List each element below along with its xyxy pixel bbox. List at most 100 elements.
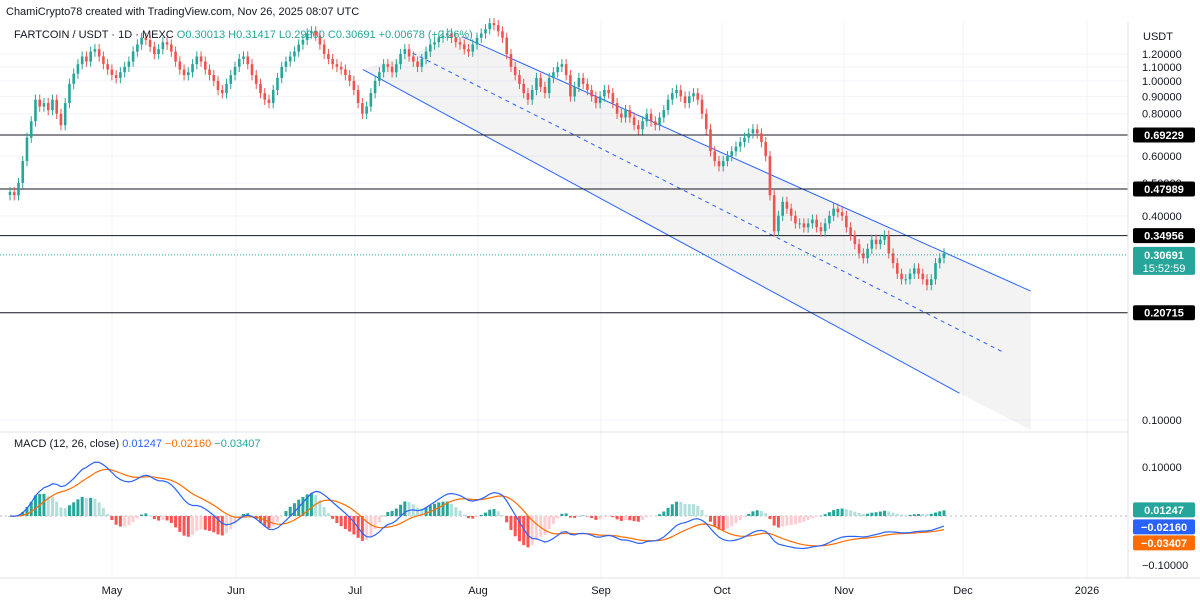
- candle-body: [743, 137, 746, 143]
- candle-body: [751, 129, 755, 134]
- histogram-bar: [679, 501, 683, 516]
- histogram-bar: [615, 516, 619, 520]
- histogram-bar: [713, 516, 717, 527]
- price-tick-label: 0.80000: [1142, 109, 1182, 121]
- candle-body: [178, 61, 182, 70]
- histogram-bar: [560, 513, 564, 516]
- histogram-bar: [424, 507, 428, 516]
- candle-body: [598, 96, 602, 104]
- candle-body: [658, 117, 661, 126]
- candle-body: [339, 66, 343, 70]
- histogram-bar: [492, 509, 496, 516]
- candle-body: [429, 44, 432, 52]
- candle-body: [267, 99, 271, 104]
- time-axis[interactable]: May Jun Jul Aug Sep Oct Nov Dec 2026: [0, 577, 1200, 597]
- histogram-bar: [734, 516, 738, 524]
- candle-body: [785, 201, 789, 209]
- candle-body: [645, 113, 649, 122]
- candle-body: [934, 263, 937, 280]
- candle-body: [356, 89, 360, 104]
- candle-body: [361, 103, 364, 114]
- macd-legend[interactable]: MACD (12, 26, close) 0.01247 −0.02160 −0…: [14, 438, 260, 450]
- candle-body: [55, 99, 58, 114]
- symbol-line[interactable]: FARTCOIN / USDT · 1D · MEXC O0.30013 H0.…: [14, 29, 473, 41]
- candle-body: [21, 161, 25, 183]
- histogram-bar: [195, 516, 199, 531]
- histogram-bar: [462, 514, 466, 516]
- histogram-bar: [594, 516, 598, 520]
- histogram-bar: [590, 516, 594, 518]
- candle-body: [420, 58, 424, 67]
- candle-body: [547, 77, 551, 94]
- symbol-name[interactable]: FARTCOIN / USDT · 1D · MEXC: [14, 29, 174, 41]
- candle-body: [191, 64, 194, 73]
- histogram-bar: [870, 512, 874, 516]
- candle-body: [683, 96, 687, 104]
- candle-body: [131, 51, 135, 62]
- candle-body: [403, 49, 407, 54]
- signal-line-tag-bg: [1133, 535, 1195, 551]
- macd-line: [9, 461, 945, 550]
- candle-body: [692, 93, 695, 97]
- candle-body: [441, 35, 445, 38]
- candle-body: [271, 89, 275, 104]
- histogram-bar: [59, 507, 63, 516]
- histogram-bar: [700, 509, 704, 516]
- signal-line: [9, 468, 945, 547]
- histogram-bar: [772, 516, 776, 526]
- histogram-bar: [543, 516, 547, 536]
- currency-unit[interactable]: USDT: [1143, 31, 1173, 43]
- histogram-bar: [89, 497, 93, 516]
- candle-body: [127, 61, 131, 67]
- histogram-bar: [645, 516, 649, 518]
- candle-body: [318, 35, 322, 45]
- histogram-bar: [649, 516, 653, 517]
- histogram-bar: [556, 516, 560, 519]
- candle-body: [713, 151, 717, 162]
- price-tick-label: 1.20000: [1142, 49, 1182, 61]
- histogram-bar: [934, 512, 938, 516]
- histogram-bar: [46, 496, 50, 516]
- candle-body: [560, 64, 564, 67]
- candle-body: [662, 110, 666, 118]
- histogram-bar: [895, 513, 899, 516]
- candle-body: [628, 110, 632, 118]
- candle-body: [199, 56, 203, 62]
- macd-value: 0.01247: [122, 438, 162, 450]
- last-price-text: 0.30691: [1144, 250, 1184, 262]
- histogram-bar: [921, 513, 925, 516]
- histogram-bar: [793, 516, 797, 525]
- candle-body: [607, 89, 610, 94]
- candle-body: [17, 182, 20, 196]
- histogram-bar: [658, 514, 662, 516]
- candle-body: [866, 248, 869, 259]
- candle-body: [288, 56, 292, 62]
- candle-body: [929, 279, 933, 286]
- time-tick-label: Jun: [227, 585, 245, 597]
- candle-body: [509, 54, 513, 67]
- candle-body: [513, 66, 517, 76]
- candle-body: [539, 77, 542, 87]
- histogram-bar: [789, 516, 793, 525]
- candle-body: [908, 273, 912, 280]
- histogram-bar: [624, 516, 628, 521]
- histogram-bar: [692, 504, 696, 516]
- candle-body: [72, 73, 75, 84]
- histogram-bar: [483, 512, 487, 516]
- candle-body: [543, 86, 547, 94]
- histogram-bar: [420, 508, 424, 516]
- histogram-bar: [534, 516, 538, 540]
- candle-body: [781, 201, 784, 216]
- candle-body: [501, 31, 504, 38]
- candle-body: [887, 235, 891, 254]
- macd-histogram-tag-text: 0.01247: [1144, 505, 1184, 517]
- candle-body: [806, 223, 810, 228]
- candle-body: [836, 208, 840, 213]
- histogram-bar: [305, 494, 309, 516]
- histogram-bar: [390, 510, 394, 516]
- horizontal-levels[interactable]: [0, 134, 1128, 314]
- candle-body: [700, 99, 704, 114]
- macd-tick-label: 0.10000: [1142, 462, 1182, 474]
